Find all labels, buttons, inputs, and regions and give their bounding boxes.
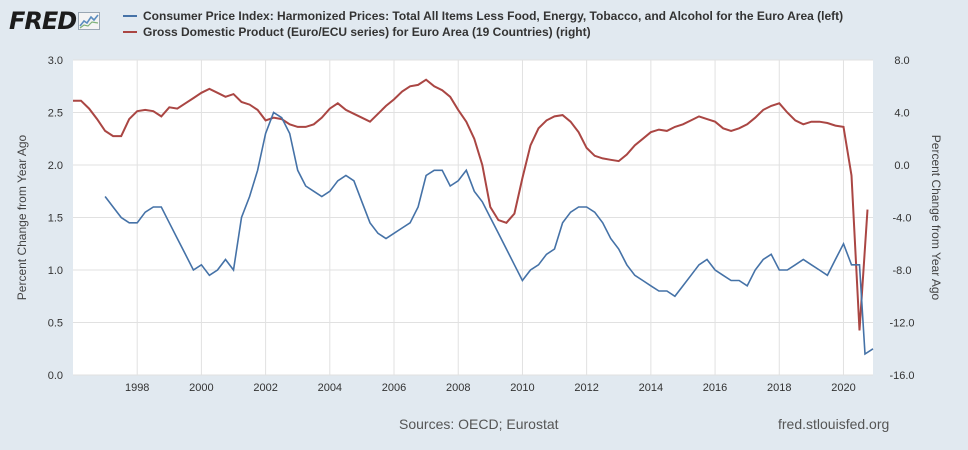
- left-axis-ticks: 0.0 0.5 1.0 1.5 2.0 2.5 3.0: [48, 55, 63, 382]
- left-tick-label: 0.5: [48, 318, 63, 330]
- left-tick-label: 1.0: [48, 265, 63, 277]
- left-axis-title: Percent Change from Year Ago: [15, 134, 29, 300]
- dual-axis-line-chart: 0.0 0.5 1.0 1.5 2.0 2.5 3.0 -16.0 -12.0 -8.0 -4.0…: [15, 55, 943, 394]
- sources-note: Sources: OECD; Eurostat: [399, 416, 559, 432]
- x-tick-label: 2006: [382, 382, 406, 394]
- left-tick-label: 1.5: [48, 213, 63, 225]
- right-tick-label: -12.0: [889, 318, 914, 330]
- legend-swatch-gdp: [123, 31, 137, 33]
- right-tick-label: 4.0: [894, 108, 909, 120]
- left-tick-label: 2.0: [48, 160, 63, 172]
- legend-item-cpi[interactable]: Consumer Price Index: Harmonized Prices:…: [123, 8, 843, 24]
- x-tick-label: 2008: [446, 382, 470, 394]
- legend-label-gdp: Gross Domestic Product (Euro/ECU series)…: [143, 25, 591, 39]
- fred-logo[interactable]: FRED: [9, 7, 101, 35]
- x-tick-label: 2020: [831, 382, 855, 394]
- series-line-gdp: [73, 78, 869, 331]
- x-tick-label: 2012: [574, 382, 598, 394]
- right-axis-title: Percent Change from Year Ago: [929, 135, 943, 301]
- right-tick-label: -16.0: [889, 370, 914, 382]
- x-gridlines: [136, 60, 844, 375]
- left-tick-label: 3.0: [48, 55, 63, 67]
- legend-label-cpi: Consumer Price Index: Harmonized Prices:…: [143, 9, 844, 23]
- right-tick-label: -4.0: [893, 213, 912, 225]
- x-tick-label: 2014: [639, 382, 663, 394]
- chart-legend: Consumer Price Index: Harmonized Prices:…: [123, 8, 843, 40]
- header: FRED Consumer Price Index: Harmonized Pr…: [0, 0, 968, 50]
- x-tick-label: 2010: [510, 382, 534, 394]
- left-tick-label: 0.0: [48, 370, 63, 382]
- right-axis-ticks: -16.0 -12.0 -8.0 -4.0 0.0 4.0 8.0: [889, 55, 914, 382]
- right-tick-label: 0.0: [894, 160, 909, 172]
- logo-text: FRED: [9, 7, 77, 35]
- x-tick-label: 2004: [318, 382, 342, 394]
- x-tick-label: 2018: [767, 382, 791, 394]
- x-tick-label: 1998: [125, 382, 149, 394]
- legend-item-gdp[interactable]: Gross Domestic Product (Euro/ECU series)…: [123, 24, 843, 40]
- legend-swatch-cpi: [123, 15, 137, 17]
- right-tick-label: -8.0: [893, 265, 912, 277]
- x-tick-label: 2016: [703, 382, 727, 394]
- series-line-cpi: [104, 111, 874, 356]
- right-tick-label: 8.0: [894, 55, 909, 67]
- site-link[interactable]: fred.stlouisfed.org: [778, 416, 890, 432]
- x-tick-label: 2000: [189, 382, 213, 394]
- x-axis-ticks: 1998 2000 2002 2004 2006 2008 2010 2012 2014 2016…: [125, 382, 856, 394]
- left-tick-label: 2.5: [48, 108, 63, 120]
- y-gridlines: [73, 59, 873, 376]
- x-tick-label: 2002: [253, 382, 277, 394]
- sparkline-chart-icon: [78, 12, 101, 30]
